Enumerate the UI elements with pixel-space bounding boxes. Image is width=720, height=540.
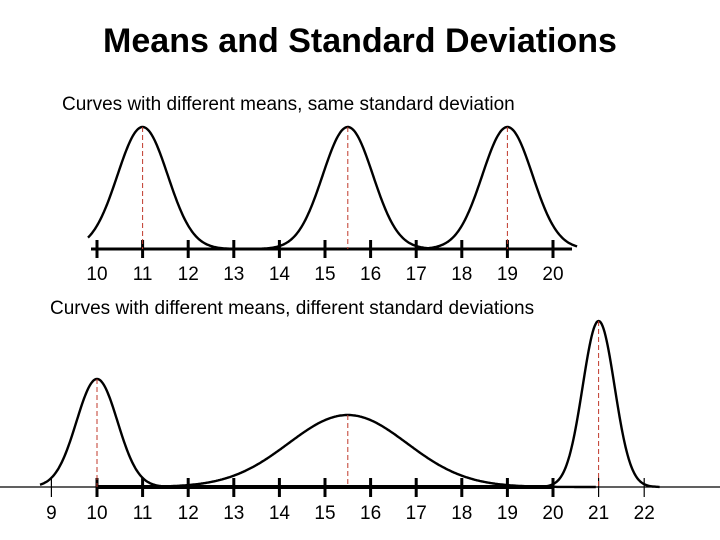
tick-label: 15 [314, 503, 335, 524]
tick-label: 15 [314, 264, 335, 285]
tick-label: 18 [451, 503, 472, 524]
tick-label: 18 [451, 264, 472, 285]
tick-label: 20 [542, 264, 563, 285]
normal-curve [87, 125, 247, 251]
tick-label: 10 [86, 264, 107, 285]
tick-label: 17 [406, 503, 427, 524]
tick-label: 10 [86, 503, 107, 524]
tick-label: 12 [178, 264, 199, 285]
top-panel-caption: Curves with different means, same standa… [62, 94, 515, 115]
normal-curve [531, 319, 660, 489]
tick-label: 11 [133, 503, 153, 524]
slide-title: Means and Standard Deviations [103, 22, 617, 60]
tick-label: 21 [588, 503, 609, 524]
tick-label: 19 [497, 503, 518, 524]
tick-label: 17 [406, 264, 427, 285]
tick-label: 20 [542, 503, 563, 524]
tick-label: 13 [223, 264, 244, 285]
tick-label: 9 [46, 503, 57, 524]
tick-label: 19 [497, 264, 518, 285]
tick-label: 16 [360, 503, 381, 524]
tick-label: 14 [269, 503, 291, 524]
tick-label: 13 [223, 503, 244, 524]
normal-curve [402, 125, 578, 251]
bottom-panel: 9 10 11 12 13 14 15 16 17 18 19 20 21 22 [0, 319, 720, 524]
bottom-panel-caption: Curves with different means, different s… [50, 298, 535, 319]
tick-label: 22 [634, 503, 655, 524]
tick-label: 14 [269, 264, 291, 285]
normal-curve [39, 377, 183, 489]
tick-label: 11 [133, 264, 153, 285]
tick-label: 16 [360, 264, 381, 285]
top-panel: 10 11 12 13 14 15 16 17 18 19 20 [86, 125, 578, 285]
tick-label: 12 [178, 503, 199, 524]
